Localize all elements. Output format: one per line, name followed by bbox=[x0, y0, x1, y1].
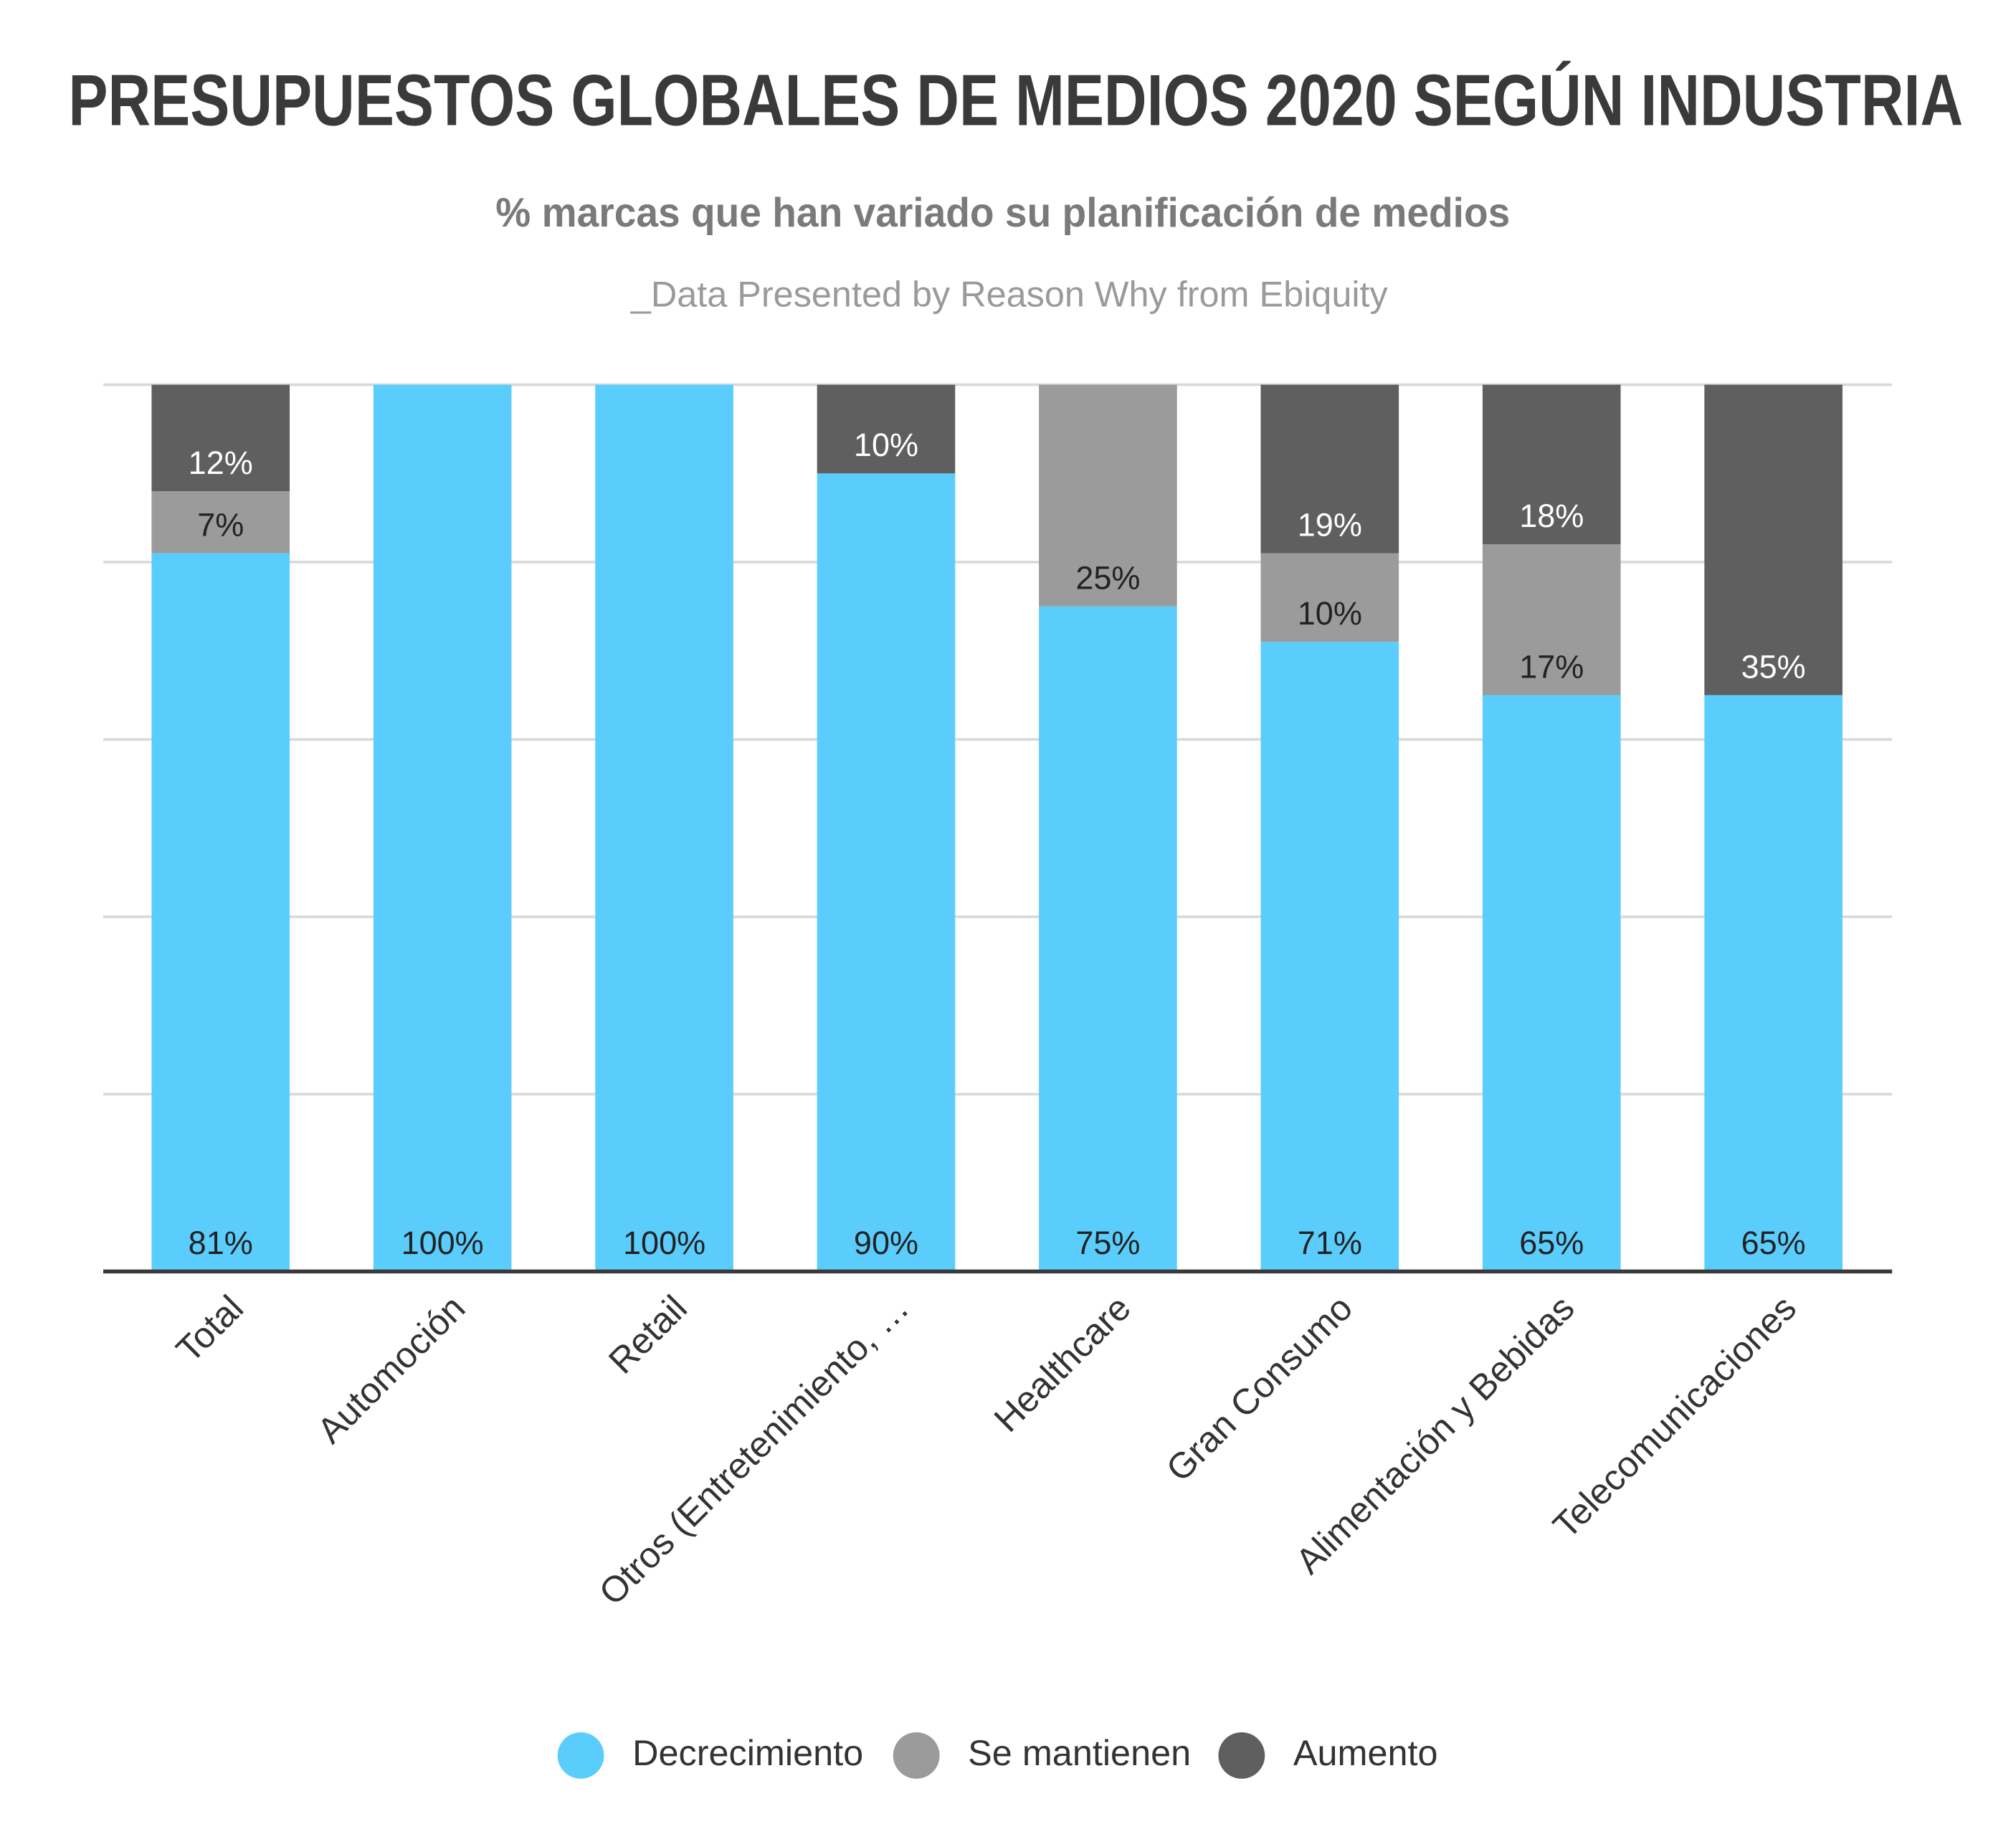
data-label: 75% bbox=[1075, 1225, 1140, 1261]
data-label: 17% bbox=[1519, 648, 1584, 685]
x-tick-label: Telecomunicaciones bbox=[1545, 1287, 1804, 1546]
legend-swatch bbox=[557, 1732, 604, 1779]
bar-segment bbox=[1482, 695, 1621, 1272]
chart-title: PRESUPUESTOS GLOBALES DE MEDIOS 2020 SEG… bbox=[68, 60, 1963, 141]
data-label: 90% bbox=[854, 1225, 918, 1261]
data-label: 7% bbox=[197, 506, 244, 543]
bar-segment bbox=[1260, 642, 1399, 1272]
bar-segment bbox=[595, 384, 733, 1272]
x-tick-label: Gran Consumo bbox=[1158, 1287, 1360, 1489]
legend-swatch bbox=[1218, 1732, 1265, 1779]
bar-segment bbox=[1482, 544, 1621, 695]
data-label: 10% bbox=[1298, 595, 1362, 632]
x-tick-label: Automoción bbox=[309, 1287, 472, 1450]
chart-source: _Data Presented by Reason Why from Ebiqu… bbox=[630, 273, 1389, 314]
bar-segment bbox=[1704, 384, 1843, 695]
bar-segment bbox=[151, 384, 290, 492]
bar-segment bbox=[1704, 695, 1843, 1272]
data-label: 65% bbox=[1519, 1225, 1584, 1261]
data-label: 18% bbox=[1519, 498, 1584, 534]
legend-label: Decrecimiento bbox=[632, 1732, 863, 1773]
data-label: 100% bbox=[623, 1225, 705, 1261]
bar-segment bbox=[1039, 606, 1177, 1272]
data-label: 35% bbox=[1741, 648, 1806, 685]
bar-segment bbox=[1482, 384, 1621, 545]
data-label: 10% bbox=[854, 427, 918, 463]
data-label: 19% bbox=[1298, 506, 1362, 543]
data-label: 65% bbox=[1741, 1225, 1806, 1261]
data-label: 81% bbox=[189, 1225, 253, 1261]
bar-segment bbox=[817, 473, 956, 1272]
chart-subtitle: % marcas que han variado su planificació… bbox=[495, 190, 1510, 236]
legend-label: Se mantienen bbox=[968, 1732, 1191, 1773]
bar-segment bbox=[1039, 384, 1177, 607]
bar-segment bbox=[373, 384, 512, 1272]
x-tick-label: Total bbox=[168, 1287, 252, 1370]
data-label: 71% bbox=[1298, 1225, 1362, 1261]
data-label: 12% bbox=[189, 445, 253, 481]
bar-segment bbox=[1260, 553, 1399, 642]
bar-segment bbox=[817, 384, 956, 474]
legend-label: Aumento bbox=[1293, 1732, 1438, 1773]
x-tick-label: Healthcare bbox=[986, 1287, 1138, 1440]
x-tick-label: Retail bbox=[601, 1287, 695, 1381]
bar-segment bbox=[151, 553, 290, 1272]
data-label: 100% bbox=[401, 1225, 484, 1261]
data-label: 25% bbox=[1075, 560, 1140, 597]
bar-segment bbox=[151, 491, 290, 554]
legend-swatch bbox=[893, 1732, 940, 1779]
bar-segment bbox=[1260, 384, 1399, 554]
